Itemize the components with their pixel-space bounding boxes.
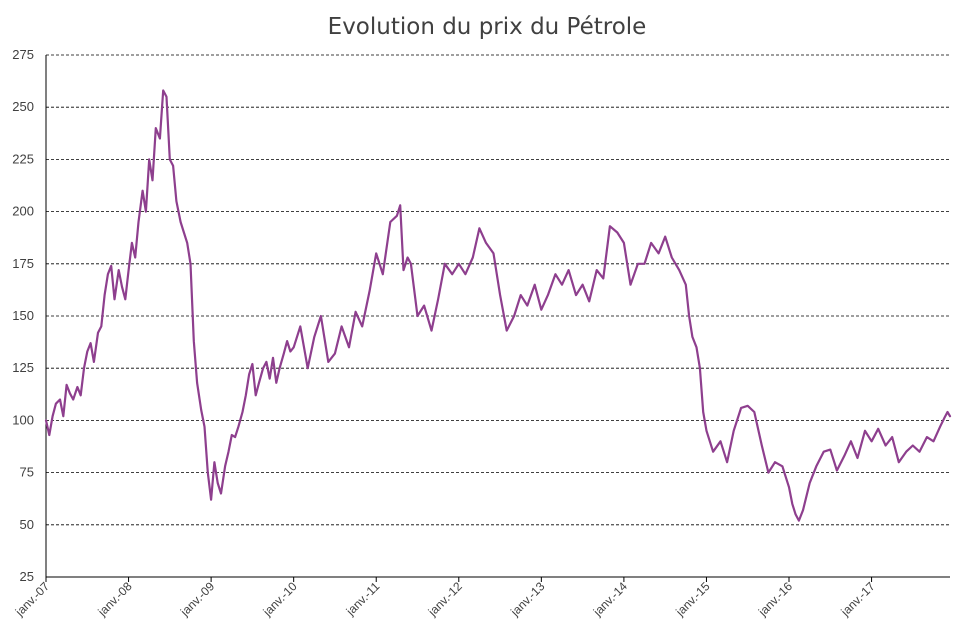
x-tick-label: janv.-16: [755, 579, 795, 619]
y-tick-label: 225: [12, 151, 34, 166]
x-tick-label: janv.-17: [838, 579, 878, 619]
y-tick-label: 250: [12, 99, 34, 114]
y-tick-label: 100: [12, 412, 34, 427]
chart-title: Evolution du prix du Pétrole: [328, 14, 647, 40]
x-tick-label: janv.-07: [12, 579, 52, 619]
x-tick-label: janv.-11: [343, 579, 383, 619]
y-axis-ticks: 25 50 75 100 125 150 175 200 225 250 275: [12, 47, 34, 584]
x-tick-label: janv.-13: [507, 579, 547, 619]
x-tick-label: janv.-10: [260, 579, 300, 619]
x-tick-label: janv.-14: [590, 579, 630, 619]
x-tick-label: janv.-15: [672, 579, 712, 619]
x-tick-label: janv.-09: [177, 579, 217, 619]
y-tick-label: 275: [12, 47, 34, 62]
x-tick-label: janv.-08: [95, 579, 135, 619]
y-tick-label: 175: [12, 256, 34, 271]
y-tick-label: 150: [12, 308, 34, 323]
series-line: [44, 89, 952, 522]
x-tick-label: janv.-12: [425, 579, 465, 619]
y-tick-label: 75: [20, 465, 34, 480]
y-tick-label: 25: [20, 569, 34, 584]
x-axis-ticks: janv.-07 janv.-08 janv.-09 janv.-10 janv.-11…: [12, 577, 878, 619]
series-layer: [44, 89, 952, 522]
y-tick-label: 200: [12, 204, 34, 219]
gridlines: [46, 54, 950, 526]
axes: [45, 55, 950, 578]
y-tick-label: 50: [20, 517, 34, 532]
y-tick-label: 125: [12, 360, 34, 375]
